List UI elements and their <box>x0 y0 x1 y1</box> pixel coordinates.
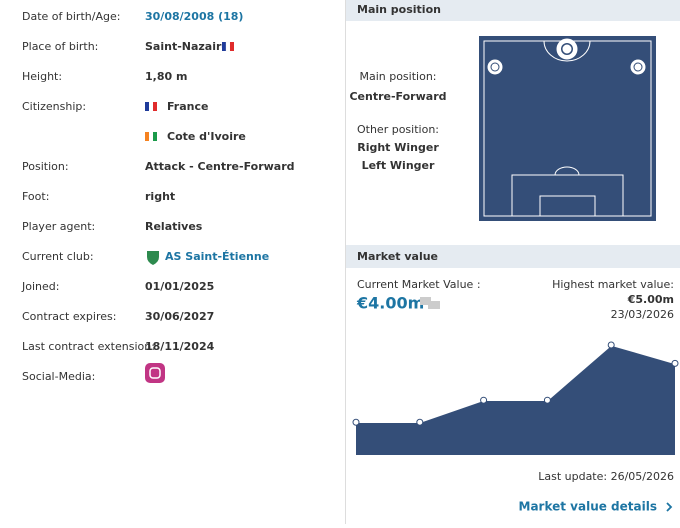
instagram-icon[interactable] <box>145 363 165 383</box>
pitch <box>479 36 656 221</box>
row-label: Height: <box>22 70 62 83</box>
label: Other position: <box>357 123 439 136</box>
flag-fr <box>222 41 234 52</box>
last-update: Last update: 26/05/2026 <box>538 470 674 483</box>
row-label: Contract expires: <box>22 310 116 323</box>
row-value: 30/08/2008 (18) <box>145 10 243 23</box>
row-label: Social-Media: <box>22 370 95 383</box>
main-position: Centre-Forward <box>349 90 446 103</box>
row-label: Current club: <box>22 250 94 263</box>
point[interactable] <box>416 418 424 426</box>
row-value: 01/01/2025 <box>145 280 214 293</box>
highest-date: 23/03/2026 <box>611 308 674 321</box>
other-position: Left Winger <box>362 159 435 172</box>
other-position: Right Winger <box>357 141 439 154</box>
row-label: Player agent: <box>22 220 95 233</box>
instagram-glyph <box>149 367 161 379</box>
details-link[interactable]: Market value details <box>519 500 658 514</box>
row-value: 1,80 m <box>145 70 187 83</box>
section-header <box>346 245 680 268</box>
point[interactable] <box>352 418 360 426</box>
point[interactable] <box>671 359 679 367</box>
row-value: Cote d'Ivoire <box>167 130 246 143</box>
row-label: Foot: <box>22 190 49 203</box>
row-label: Place of birth: <box>22 40 98 53</box>
row-label: Joined: <box>21 280 59 293</box>
row-value: Relatives <box>145 220 203 233</box>
section-title: Main position <box>357 3 441 16</box>
point[interactable] <box>607 341 615 349</box>
row-label: Citizenship: <box>22 100 86 113</box>
row-value: Saint-Nazaire <box>145 40 229 53</box>
row-value: Attack - Centre-Forward <box>145 160 295 173</box>
label: Highest market value: <box>552 278 674 291</box>
row-label: Position: <box>22 160 69 173</box>
section-title: Market value <box>357 250 438 263</box>
label: Main position: <box>359 70 436 83</box>
comment-icon <box>420 297 440 309</box>
flag-fr <box>145 102 157 111</box>
current-value: €4.00m <box>356 294 424 313</box>
area <box>356 345 675 455</box>
flag-ci <box>145 132 157 141</box>
section-header <box>346 0 680 21</box>
label: Current Market Value : <box>357 278 481 291</box>
chevron <box>666 502 673 512</box>
row-value: 18/11/2024 <box>145 340 215 353</box>
row-value: AS Saint-Étienne <box>165 250 269 263</box>
row-value: 30/06/2027 <box>145 310 214 323</box>
row-value: France <box>167 100 208 113</box>
highest-value: €5.00m <box>627 293 674 306</box>
club-crest <box>147 251 159 265</box>
row-value: right <box>145 190 175 203</box>
point[interactable] <box>480 396 488 404</box>
row-label: Date of birth/Age: <box>22 10 120 23</box>
point[interactable] <box>543 396 551 404</box>
row-label: Last contract extension: <box>22 340 155 353</box>
line <box>356 344 676 424</box>
